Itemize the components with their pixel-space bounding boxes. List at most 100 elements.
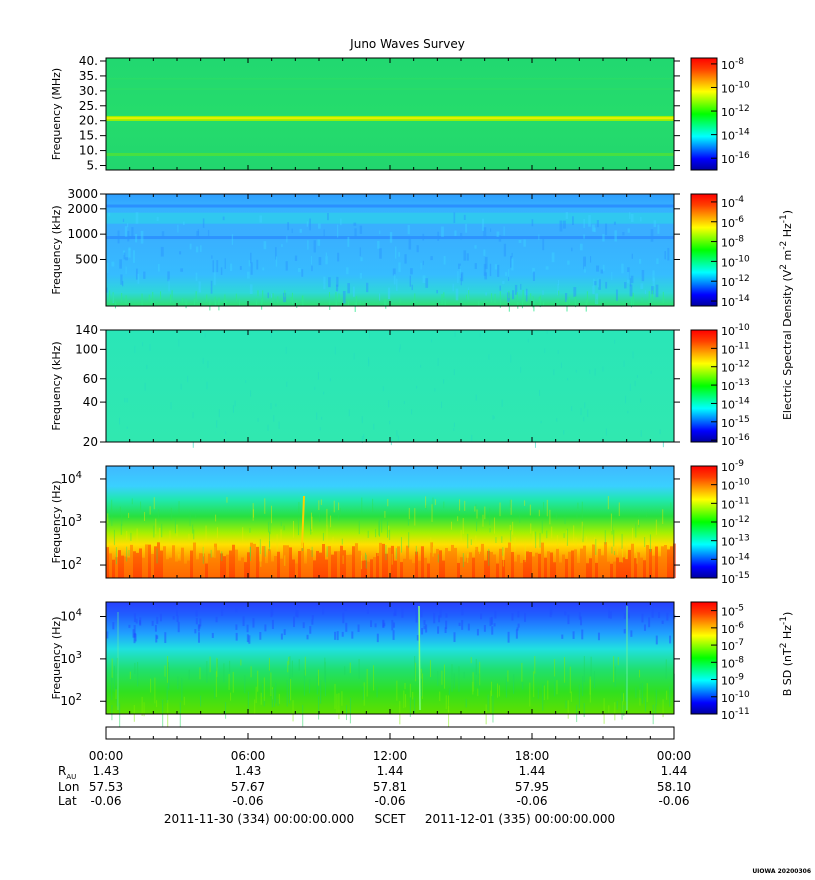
emission-streak [403,558,406,578]
noise-speck [598,279,601,290]
noise-speck [244,675,246,694]
emission-band [106,152,674,156]
emission-streak [595,562,598,578]
noise-speck [543,502,545,513]
noise-speck [144,511,146,522]
noise-speck [444,627,447,634]
noise-speck [397,435,399,441]
noise-speck [651,290,653,302]
noise-speck [578,684,580,709]
emission-streak [616,557,619,578]
noise-speck [342,290,346,304]
noise-speck [336,276,339,287]
noise-speck [172,616,175,620]
emission-streak [181,547,184,578]
noise-speck [568,297,570,305]
noise-speck [214,686,216,699]
noise-speck [488,548,490,566]
noise-speck [563,220,566,229]
noise-speck [520,283,522,290]
noise-speck [156,548,158,564]
noise-speck [467,623,470,631]
noise-speck [640,216,642,222]
noise-speck [290,679,292,701]
noise-speck [262,683,264,697]
noise-speck [420,364,422,368]
emission-streak [172,545,175,578]
noise-speck [298,501,300,513]
noise-speck [480,613,483,620]
noise-speck [126,530,128,540]
emission-streak [214,543,217,578]
noise-speck [356,296,358,306]
noise-speck [514,284,518,295]
noise-speck [399,347,401,353]
noise-speck [146,364,148,370]
noise-speck [167,699,169,727]
noise-speck [487,694,489,711]
emission-streak [121,555,124,578]
noise-speck [361,497,363,514]
noise-speck [141,696,143,716]
noise-speck [341,538,343,545]
ephemeris-value: 57.95 [515,780,549,794]
noise-speck [664,251,667,260]
colorbar-tick-label: 10-14 [721,396,750,411]
noise-speck [669,686,671,707]
y-tick-label: 25. [79,99,98,113]
noise-speck [460,232,463,240]
emission-streak [442,560,445,578]
noise-speck [396,680,398,701]
noise-speck [414,697,416,713]
noise-speck [393,274,396,285]
emission-streak [421,546,424,578]
noise-speck [534,440,536,448]
noise-speck [206,294,208,302]
noise-speck [546,530,548,539]
emission-streak [571,550,574,578]
noise-speck [595,539,597,555]
emission-streak [322,543,325,578]
noise-speck [293,520,295,538]
noise-speck [557,279,560,286]
noise-speck [631,253,633,259]
emission-streak [466,557,469,578]
noise-speck [640,430,642,437]
noise-speck [218,409,220,418]
noise-speck [329,299,331,310]
noise-speck [375,529,377,538]
colorbar-tick-label: 10-10 [721,690,750,705]
noise-speck [290,297,292,302]
noise-speck [583,703,585,718]
noise-speck [484,256,488,270]
noise-speck [142,342,144,347]
colorbar-tick-label: 10-9 [721,673,744,688]
noise-speck [464,500,466,511]
noise-speck [334,683,336,710]
noise-speck [176,524,178,537]
emission-streak [505,547,508,578]
noise-speck [111,261,115,267]
noise-speck [516,292,518,300]
noise-speck [437,358,439,367]
colorbar-tick-label: 10-13 [721,378,750,393]
noise-speck [302,622,305,629]
noise-speck [640,398,642,403]
colorbar-label-electric: Electric Spectral Density (V2 m-2 Hz-1) [779,210,794,420]
noise-speck [285,261,288,271]
time-tick-label: 18:00 [515,749,550,763]
noise-speck [629,383,631,391]
noise-speck [484,506,486,520]
noise-speck [112,622,115,630]
noise-speck [448,705,450,731]
noise-speck [297,267,301,273]
noise-speck [416,385,418,389]
colorbar [690,601,718,715]
noise-speck [246,634,249,643]
y-tick-label: 35. [79,69,98,83]
emission-streak [160,550,163,578]
noise-speck [195,246,199,253]
emission-streak [145,544,148,578]
emission-streak [178,560,181,578]
noise-speck [322,532,324,541]
